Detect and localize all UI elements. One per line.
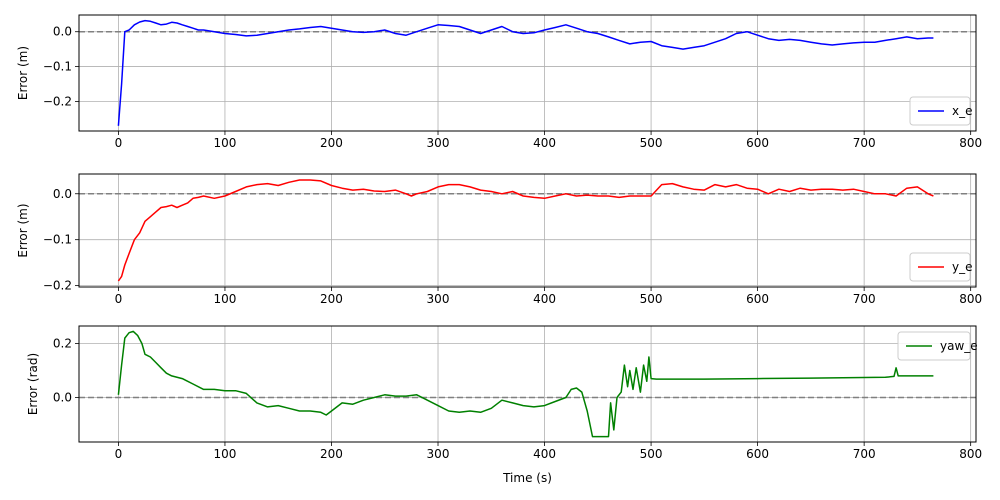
x-tick-label: 100 — [213, 447, 236, 461]
series-line-x_e — [117, 19, 934, 126]
legend-label: yaw_e — [940, 339, 978, 353]
x-tick-label: 800 — [959, 136, 982, 150]
y-tick-label: 0.0 — [53, 390, 72, 404]
y-tick-label: −0.1 — [43, 60, 72, 74]
x-tick-label: 600 — [746, 447, 769, 461]
series-line-yaw_e — [117, 330, 934, 438]
y-tick-label: 0.0 — [53, 25, 72, 39]
x-tick-label: 600 — [746, 292, 769, 306]
y-axis-label: Error (rad) — [26, 353, 40, 415]
x-tick-label: 500 — [640, 292, 663, 306]
y-tick-label: −0.2 — [43, 279, 72, 293]
x-tick-label: 200 — [320, 136, 343, 150]
axes-frame — [78, 14, 977, 132]
x-tick-label: 400 — [533, 447, 556, 461]
x-tick-label: 0 — [115, 447, 123, 461]
x-tick-label: 100 — [213, 292, 236, 306]
axes-frame — [78, 325, 977, 443]
x-tick-label: 400 — [533, 136, 556, 150]
subplot-3: 0 100 200 300 400 500 600 700 800 0.2 0.0 Error (ra… — [26, 325, 982, 485]
x-tick-label: 200 — [320, 447, 343, 461]
x-tick-label: 0 — [115, 136, 123, 150]
x-axis-label: Time (s) — [502, 471, 552, 485]
x-tick-label: 200 — [320, 292, 343, 306]
subplot-2: 0 100 200 300 400 500 600 700 800 0.0 −0.1 −0.2 Erro… — [16, 173, 982, 306]
y-tick-label: −0.2 — [43, 94, 72, 108]
x-tick-label: 400 — [533, 292, 556, 306]
y-tick-label: 0.0 — [53, 187, 72, 201]
x-tick-label: 700 — [853, 292, 876, 306]
y-tick-label: −0.1 — [43, 233, 72, 247]
legend: y_e — [909, 252, 972, 282]
y-axis-label: Error (m) — [16, 203, 30, 257]
axes-frame — [78, 173, 977, 288]
legend: x_e — [909, 96, 972, 126]
x-tick-label: 800 — [959, 447, 982, 461]
x-tick-label: 300 — [427, 136, 450, 150]
x-tick-label: 0 — [115, 292, 123, 306]
legend: yaw_e — [897, 331, 978, 361]
x-tick-label: 300 — [427, 292, 450, 306]
x-tick-label: 600 — [746, 136, 769, 150]
x-tick-label: 500 — [640, 136, 663, 150]
x-tick-label: 700 — [853, 447, 876, 461]
legend-box — [897, 331, 971, 361]
x-tick-label: 700 — [853, 136, 876, 150]
x-tick-label: 300 — [427, 447, 450, 461]
legend-label: x_e — [952, 104, 972, 118]
y-axis-label: Error (m) — [16, 46, 30, 100]
legend-label: y_e — [952, 260, 972, 274]
x-tick-label: 500 — [640, 447, 663, 461]
subplot-1: 0 100 200 300 400 500 600 700 800 0.0 −0.1 −0.2 Erro… — [16, 14, 982, 150]
series-line-y_e — [117, 179, 934, 282]
x-tick-label: 800 — [959, 292, 982, 306]
y-tick-label: 0.2 — [53, 337, 72, 351]
x-tick-label: 100 — [213, 136, 236, 150]
